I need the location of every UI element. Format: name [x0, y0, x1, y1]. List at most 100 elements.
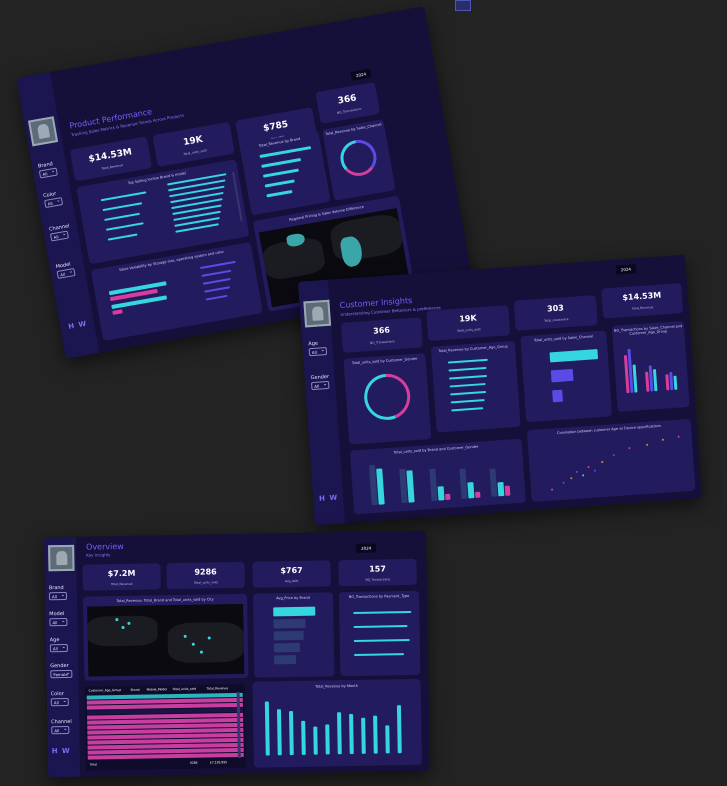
age-group-panel: Total_Revenue by Customer_Age_Group [430, 340, 521, 433]
bar [396, 705, 402, 754]
panel-title: NO_Transactions by Payment_Type [348, 593, 410, 600]
kpi-card: 303 Total_customers [513, 295, 598, 331]
city-dot[interactable] [183, 634, 187, 638]
filter-age-select[interactable]: All [308, 346, 328, 357]
scatter-point [612, 454, 615, 457]
scrollbar[interactable] [231, 171, 243, 222]
kpi-label: Total_units_sold [193, 580, 218, 585]
bar [437, 486, 445, 501]
kpi-value: $14.53M [622, 290, 662, 303]
bar [652, 369, 658, 392]
filter-gender-select[interactable]: Female [50, 669, 73, 679]
year-badge[interactable]: 2024 [615, 264, 637, 275]
filter-color-select[interactable]: All [44, 197, 64, 209]
year-badge[interactable]: 2024 [356, 543, 377, 553]
kpi-label: Avg_AOV [284, 578, 299, 584]
table-header[interactable]: Mobile_Model [146, 687, 167, 692]
bar [373, 715, 378, 754]
filter-channel-select[interactable]: All [51, 725, 70, 735]
brand-mark: H W [318, 493, 339, 503]
scatter-point [562, 481, 565, 484]
filter-age-label: Age [308, 340, 319, 348]
kpi-card: 366 NO_Transactions [340, 317, 423, 353]
kpi-label: Total_units_sold [456, 327, 481, 333]
bar [104, 212, 141, 221]
bar [550, 368, 574, 383]
customer-sidebar: Age All Gender All H W [297, 279, 345, 526]
kpi-label: Total_customers [544, 317, 569, 323]
kpi-label: Total_Revenue [110, 581, 133, 587]
bar [445, 493, 451, 501]
bar [273, 606, 316, 617]
city-dot[interactable] [127, 621, 131, 625]
bar [202, 277, 231, 285]
page-title: Overview [86, 541, 124, 552]
bar [273, 642, 300, 653]
city-map-panel: Total_Revenue, Total_Brand and Total_uni… [82, 593, 249, 681]
payment-type-panel: NO_Transactions by Payment_Type [338, 590, 421, 677]
table-header[interactable]: Brand [130, 687, 140, 692]
bar [467, 482, 475, 499]
city-dot[interactable] [207, 636, 211, 640]
bar [261, 157, 302, 168]
bar [349, 713, 354, 755]
bar [669, 371, 674, 391]
filter-brand-select[interactable]: All [48, 591, 68, 601]
year-badge[interactable]: 2024 [350, 68, 372, 81]
filter-model-select[interactable]: All [56, 267, 76, 279]
overview-sidebar: Brand All Model All Age All Gender Femal… [43, 536, 81, 778]
city-dot[interactable] [199, 650, 203, 654]
bar [200, 260, 236, 270]
avg-price-panel: Avg_Price by Brand [252, 592, 335, 678]
filter-brand-select[interactable]: All [38, 167, 58, 179]
kpi-value: 366 [372, 325, 391, 336]
bar [353, 638, 410, 642]
city-dot[interactable] [115, 618, 119, 622]
table-total-label: Total [89, 762, 97, 767]
bar [376, 468, 385, 505]
bar [429, 468, 438, 502]
bar [337, 712, 342, 755]
scatter-point [646, 443, 649, 446]
filter-model-select[interactable]: All [49, 617, 68, 627]
bar [204, 286, 231, 293]
panel-title: Correlation between customer Age vs Devi… [556, 423, 662, 436]
table-header[interactable]: Customer_Age_Group [88, 688, 122, 693]
bar [354, 653, 405, 656]
filter-age-label: Age [49, 637, 60, 644]
bar [325, 724, 330, 755]
kpi-card: 366 NO_Transactions [315, 81, 381, 124]
bar [475, 491, 481, 498]
scatter-panel: Correlation between customer Age vs Devi… [526, 418, 696, 503]
kpi-card: 157 NO_Transactions [338, 558, 417, 587]
filter-age-select[interactable]: All [49, 643, 68, 653]
bar [451, 407, 484, 412]
scatter-point [582, 474, 585, 477]
table-header[interactable]: Total_units_sold [172, 686, 197, 692]
filter-channel-select[interactable]: All [49, 230, 70, 242]
city-dot[interactable] [191, 642, 195, 646]
bar [450, 399, 485, 404]
map-land [87, 615, 158, 647]
overview-logo [48, 544, 75, 572]
bar [273, 618, 306, 629]
bar [549, 349, 599, 363]
panel-title: Total_units_sold by Customer_Gender [351, 356, 418, 366]
table-header[interactable]: Total_Revenue [206, 686, 229, 691]
city-dot[interactable] [121, 625, 125, 630]
kpi-card: $14.53M Total_Revenue [601, 283, 684, 319]
panel-title: Total_Revenue by Customer_Age_Group [438, 344, 508, 354]
map-land [167, 621, 245, 664]
bar [100, 191, 147, 202]
bar [264, 179, 295, 188]
filter-color-select[interactable]: All [50, 697, 69, 707]
detail-table: Customer_Age_Group Brand Mobile_Model To… [84, 683, 246, 771]
map[interactable] [87, 603, 245, 677]
bar [201, 269, 232, 277]
scatter-point [677, 435, 680, 438]
filter-gender-select[interactable]: All [310, 380, 330, 391]
page-subtitle: Key Insights [86, 552, 111, 558]
gender-donut-panel: Total_units_sold by Customer_Gender [343, 353, 432, 445]
scatter-point [628, 447, 631, 450]
bar [632, 364, 638, 393]
